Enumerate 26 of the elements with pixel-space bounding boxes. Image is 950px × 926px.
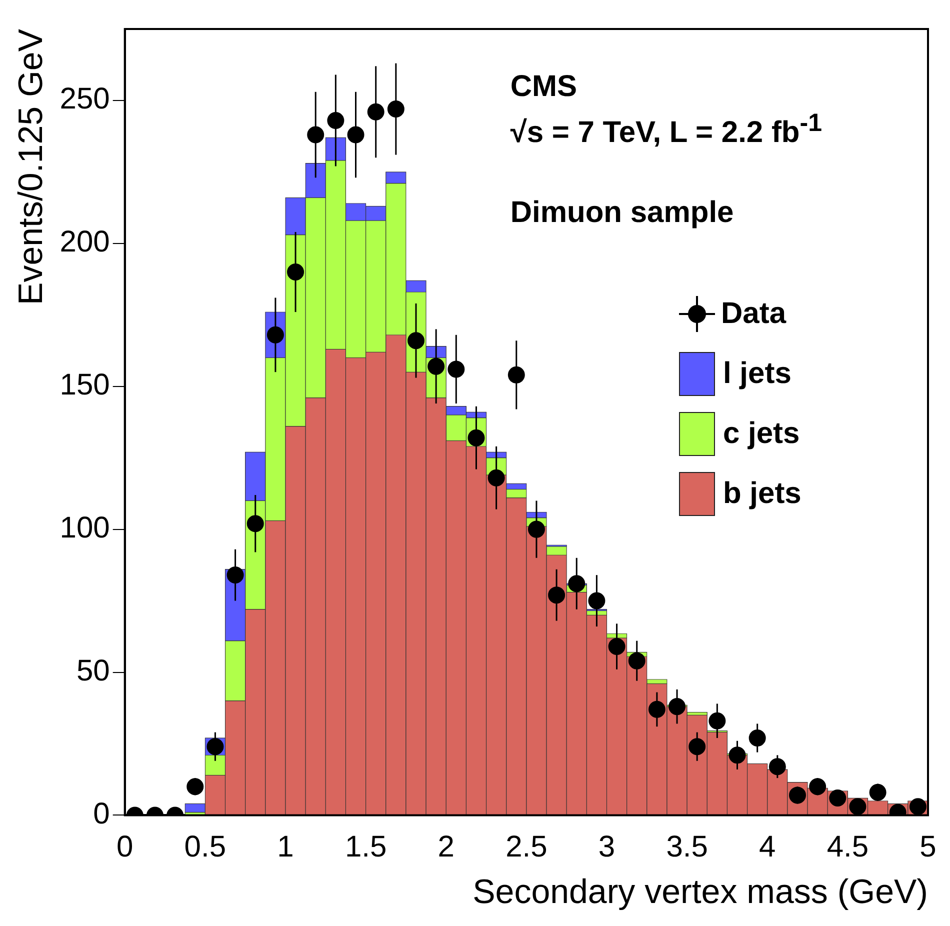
y-tick-label: 100 — [60, 512, 110, 545]
annotation: CMS — [510, 69, 578, 105]
y-tick-label: 200 — [60, 226, 110, 259]
y-tick-label: 150 — [60, 368, 110, 402]
x-tick-label: 0.5 — [184, 830, 226, 864]
legend-label: c jets — [723, 417, 800, 451]
legend-label: l jets — [723, 357, 792, 391]
legend-label: Data — [721, 297, 786, 331]
legend-label: b jets — [723, 477, 802, 511]
y-tick-label: 250 — [60, 82, 110, 116]
x-tick-label: 3.5 — [666, 830, 708, 864]
x-tick-label: 3 — [598, 830, 616, 864]
x-tick-label: 4 — [759, 830, 776, 864]
x-tick-label: 1.5 — [344, 830, 387, 864]
x-tick-label: 1 — [277, 830, 294, 864]
y-tick-label: 50 — [76, 654, 110, 688]
annotation: Dimuon sample — [510, 195, 735, 231]
annotation: √s = 7 TeV, L = 2.2 fb$^{-1}$ — [510, 108, 822, 151]
x-axis-title: Secondary vertex mass (GeV) — [472, 872, 928, 911]
x-tick-label: 5 — [920, 830, 936, 864]
y-tick-label: 0 — [93, 797, 110, 830]
y-axis-title: Events/0.125 GeV — [12, 28, 50, 305]
x-tick-label: 2.5 — [506, 830, 548, 864]
x-tick-label: 0 — [116, 830, 134, 864]
x-tick-label: 4.5 — [826, 830, 869, 864]
x-tick-label: 2 — [438, 830, 454, 864]
